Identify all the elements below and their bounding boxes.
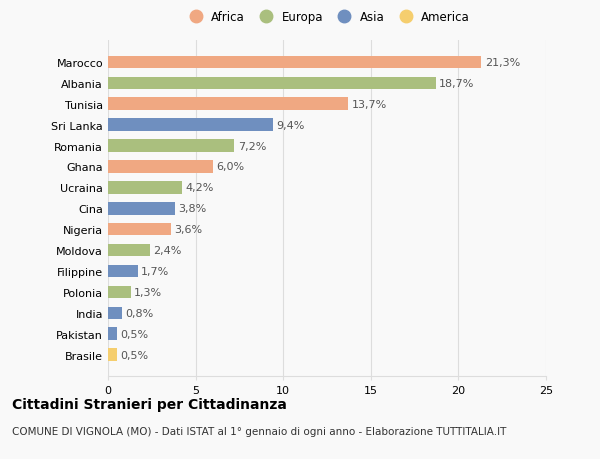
Legend: Africa, Europa, Asia, America: Africa, Europa, Asia, America bbox=[182, 9, 472, 26]
Bar bbox=[108, 265, 138, 278]
Text: 0,5%: 0,5% bbox=[120, 350, 148, 360]
Text: 1,7%: 1,7% bbox=[141, 266, 170, 276]
Bar bbox=[108, 244, 150, 257]
Text: 7,2%: 7,2% bbox=[238, 141, 266, 151]
Bar bbox=[108, 349, 117, 361]
Text: 0,5%: 0,5% bbox=[120, 329, 148, 339]
Bar bbox=[108, 328, 117, 340]
Text: Cittadini Stranieri per Cittadinanza: Cittadini Stranieri per Cittadinanza bbox=[12, 397, 287, 411]
Text: 1,3%: 1,3% bbox=[134, 287, 163, 297]
Text: 9,4%: 9,4% bbox=[276, 120, 305, 130]
Text: 18,7%: 18,7% bbox=[439, 78, 475, 89]
Text: 4,2%: 4,2% bbox=[185, 183, 214, 193]
Text: 6,0%: 6,0% bbox=[217, 162, 245, 172]
Bar bbox=[108, 140, 234, 152]
Text: COMUNE DI VIGNOLA (MO) - Dati ISTAT al 1° gennaio di ogni anno - Elaborazione TU: COMUNE DI VIGNOLA (MO) - Dati ISTAT al 1… bbox=[12, 426, 506, 436]
Text: 3,8%: 3,8% bbox=[178, 204, 206, 214]
Bar bbox=[108, 98, 348, 111]
Text: 13,7%: 13,7% bbox=[352, 100, 387, 110]
Bar bbox=[108, 202, 175, 215]
Bar bbox=[108, 286, 131, 298]
Bar bbox=[108, 119, 272, 132]
Bar bbox=[108, 78, 436, 90]
Bar bbox=[108, 161, 213, 174]
Text: 2,4%: 2,4% bbox=[154, 246, 182, 256]
Bar bbox=[108, 307, 122, 319]
Bar bbox=[108, 56, 481, 69]
Bar bbox=[108, 224, 171, 236]
Text: 3,6%: 3,6% bbox=[175, 225, 203, 235]
Bar bbox=[108, 182, 182, 194]
Text: 21,3%: 21,3% bbox=[485, 58, 520, 68]
Text: 0,8%: 0,8% bbox=[125, 308, 154, 318]
